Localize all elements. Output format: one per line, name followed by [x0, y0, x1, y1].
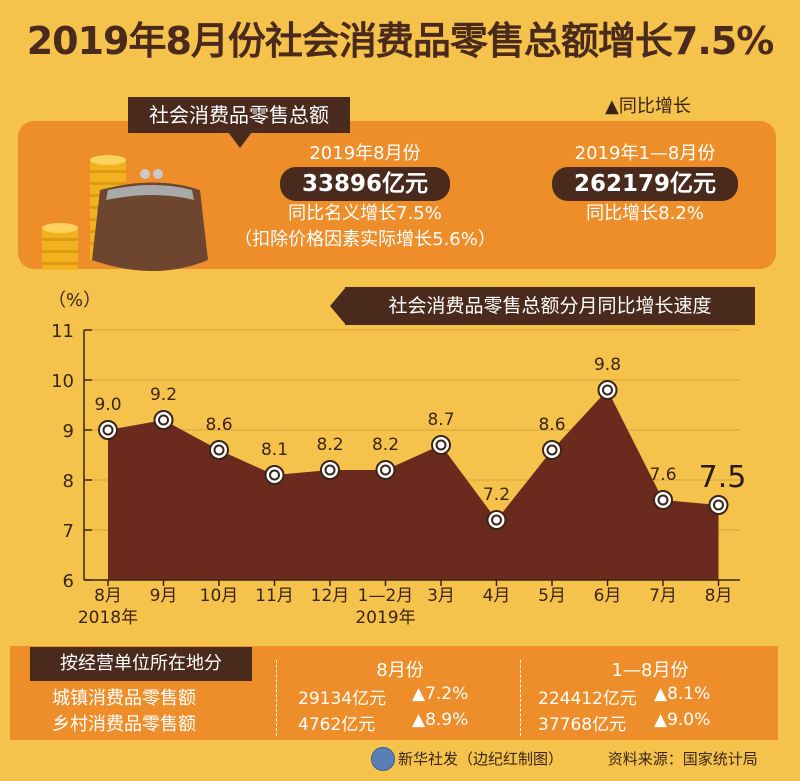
- footer-source: 资料来源：国家统计局: [607, 750, 758, 768]
- rural-monthly-value: 4762亿元: [298, 715, 376, 735]
- data-value-label: 8.2: [316, 435, 343, 455]
- data-point-marker: [153, 410, 174, 430]
- y-tick-label: 9: [63, 421, 74, 442]
- x-tick-label: 4月: [483, 586, 511, 606]
- data-point-marker: [320, 460, 340, 480]
- footer-credit: 新华社发（边纪红制图）: [398, 750, 564, 768]
- by-location-label: 按经营单位所在地分: [30, 647, 252, 681]
- x-tick-label: 3月: [427, 586, 455, 606]
- data-value-label: 8.2: [372, 435, 399, 455]
- y-tick-label: 11: [51, 321, 74, 342]
- x-tick-label: 11月: [255, 586, 294, 606]
- row-rural-name: 乡村消费品零售额: [52, 714, 196, 735]
- data-value-label: 7.5: [699, 460, 747, 495]
- x-tick-label: 1—2月: [358, 586, 414, 606]
- monthly-real-growth: （扣除价格因素实际增长5.6%）: [234, 229, 496, 250]
- ytd-period: 2019年1—8月份: [574, 143, 716, 164]
- x-tick-label: 8月: [705, 586, 733, 606]
- data-value-label: 8.1: [261, 440, 288, 460]
- rural-ytd-value: 37768亿元: [538, 715, 627, 735]
- x-tick-label: 6月: [594, 586, 622, 606]
- data-value-label: 7.6: [649, 465, 676, 485]
- data-value-label: 8.6: [538, 415, 565, 435]
- urban-ytd-growth: ▲8.1%: [654, 684, 711, 704]
- y-axis-unit: （%）: [48, 290, 102, 311]
- xinhua-logo-icon: [371, 747, 395, 771]
- monthly-summary: 2019年8月份 33896亿元 同比名义增长7.5% （扣除价格因素实际增长5…: [200, 141, 530, 253]
- data-point-marker: [486, 510, 507, 530]
- footer: 新华社发（边纪红制图） 资料来源：国家统计局: [370, 748, 758, 769]
- col-monthly-header: 8月份: [376, 660, 424, 681]
- x-tick-label: 9月: [150, 586, 178, 606]
- data-point-marker: [264, 465, 285, 485]
- ytd-value: 262179亿元: [551, 167, 739, 201]
- chart-title: 社会消费品零售总额分月同比增长速度: [345, 287, 755, 325]
- data-point-marker: [375, 460, 396, 480]
- data-value-label: 9.8: [594, 355, 621, 375]
- area-series: [108, 390, 719, 580]
- data-point-marker: [653, 490, 673, 510]
- data-value-label: 8.7: [427, 410, 454, 430]
- retail-total-label: 社会消费品零售总额: [128, 97, 350, 133]
- column-divider: [276, 660, 277, 736]
- yoy-legend: ▲同比增长: [605, 96, 691, 117]
- column-divider: [520, 660, 521, 736]
- ytd-summary: 2019年1—8月份 262179亿元 同比增长8.2%: [510, 141, 780, 227]
- x-tick-label: 5月: [538, 586, 566, 606]
- purse-icon: [92, 169, 208, 271]
- data-value-label: 9.2: [150, 385, 177, 405]
- data-value-label: 9.0: [94, 395, 121, 415]
- year-label-2018: 2018年: [78, 608, 138, 628]
- data-point-marker: [209, 440, 229, 460]
- rural-ytd-growth: ▲9.0%: [654, 710, 711, 730]
- purse-coins-illustration: [42, 155, 208, 271]
- page-title: 2019年8月份社会消费品零售总额增长7.5%: [26, 19, 775, 63]
- x-tick-label: 8月: [94, 586, 122, 606]
- x-tick-label: 7月: [649, 586, 677, 606]
- x-tick-label: 10月: [200, 586, 239, 606]
- data-point-marker: [431, 435, 451, 455]
- rural-monthly-growth: ▲8.9%: [412, 710, 469, 730]
- monthly-value: 33896亿元: [279, 167, 451, 201]
- data-point-marker: [542, 440, 562, 460]
- label-pointer: [228, 132, 252, 148]
- data-value-label: 8.6: [205, 415, 232, 435]
- data-value-label: 7.2: [483, 485, 510, 505]
- y-tick-label: 10: [51, 371, 74, 392]
- col-ytd-header: 1—8月份: [611, 660, 689, 681]
- monthly-nominal-growth: 同比名义增长7.5%: [288, 203, 442, 224]
- year-label-2019: 2019年: [355, 608, 415, 628]
- ytd-growth: 同比增长8.2%: [586, 203, 704, 224]
- data-point-marker: [597, 380, 618, 400]
- data-point-marker: [708, 495, 729, 515]
- data-point-marker: [98, 420, 118, 440]
- urban-monthly-growth: ▲7.2%: [412, 684, 469, 704]
- row-urban-name: 城镇消费品零售额: [52, 688, 196, 709]
- urban-ytd-value: 224412亿元: [538, 689, 637, 709]
- x-tick-label: 12月: [311, 586, 350, 606]
- chart-title-pointer: [330, 287, 346, 325]
- monthly-period: 2019年8月份: [309, 143, 421, 164]
- y-tick-label: 6: [63, 571, 74, 592]
- urban-monthly-value: 29134亿元: [298, 689, 387, 709]
- y-tick-label: 7: [63, 521, 74, 542]
- y-tick-label: 8: [63, 471, 74, 492]
